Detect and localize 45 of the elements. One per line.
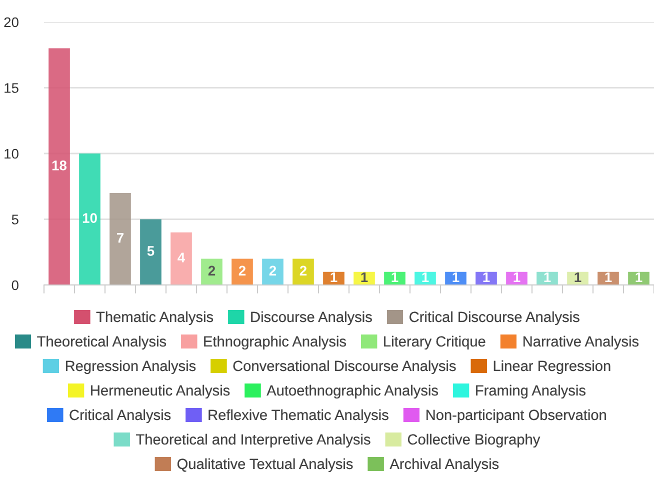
data-label: 1	[452, 272, 460, 282]
legend-label: Critical Discourse Analysis	[410, 311, 580, 325]
legend-label: Discourse Analysis	[251, 311, 372, 325]
data-label: 7	[116, 233, 124, 243]
data-label: 2	[238, 266, 246, 276]
data-label: 1	[361, 272, 368, 282]
y-tick-label: 0	[12, 280, 18, 290]
legend-label: Qualitative Textual Analysis	[177, 458, 353, 472]
legend-label: Framing Analysis	[476, 384, 586, 398]
legend-label: Regression Analysis	[66, 360, 196, 374]
data-label: 1	[544, 272, 551, 282]
data-label: 1	[636, 272, 642, 282]
y-tick-label: 10	[4, 148, 18, 159]
legend-label: Conversational Discourse Analysis	[233, 360, 456, 374]
legend-label: Theoretical and Interpretive Analysis	[136, 434, 370, 448]
data-label: 2	[269, 266, 276, 276]
legend-label: Archival Analysis	[390, 458, 499, 472]
data-label: 1	[392, 272, 398, 282]
legend-label: Ethnographic Analysis	[204, 336, 346, 350]
data-label: 1	[605, 272, 612, 282]
y-tick-label: 15	[4, 83, 18, 93]
legend-label: Collective Biography	[408, 434, 540, 448]
legend-label: Thematic Analysis	[96, 311, 214, 325]
legend-label: Theoretical Analysis	[37, 336, 166, 350]
legend-label: Narrative Analysis	[524, 336, 639, 350]
legend-label: Reflexive Thematic Analysis	[208, 409, 388, 423]
data-label: 18	[52, 160, 67, 170]
legend-label: Critical Analysis	[70, 409, 171, 423]
legend-label: Hermeneutic Analysis	[91, 384, 230, 398]
legend-label: Linear Regression	[494, 360, 610, 374]
data-label: 2	[208, 266, 216, 276]
data-label: 1	[483, 272, 490, 282]
legend-label: Autoethnographic Analysis	[266, 384, 438, 398]
y-tick-label: 20	[4, 17, 18, 28]
data-label: 10	[82, 213, 97, 223]
data-label: 4	[178, 252, 186, 262]
data-label: 1	[574, 272, 582, 282]
data-label: 1	[330, 272, 338, 282]
data-label: 5	[147, 246, 154, 256]
legend-label: Literary Critique	[384, 336, 486, 350]
y-tick-label: 5	[12, 214, 18, 224]
data-label: 1	[422, 272, 429, 282]
legend-label: Non-participant Observation	[426, 409, 606, 423]
data-label: 1	[514, 272, 520, 282]
data-label: 2	[300, 266, 307, 276]
